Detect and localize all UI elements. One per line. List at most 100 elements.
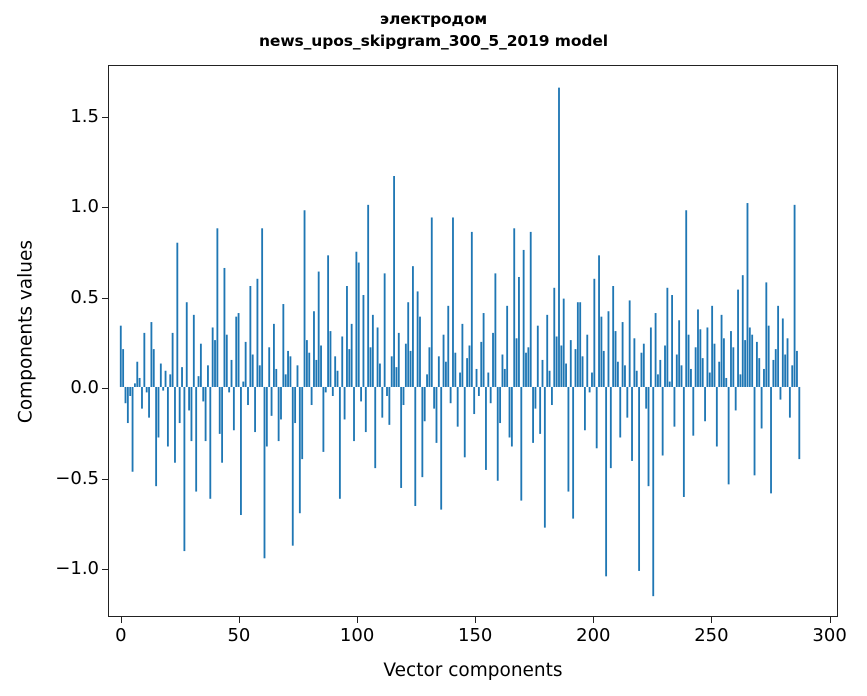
bar [548,370,551,387]
bar [442,334,445,387]
bar [666,287,669,387]
bar [237,313,240,387]
bar [428,347,431,387]
bar [334,356,337,387]
bar [155,386,158,487]
bar [353,386,355,442]
bar [515,338,518,387]
bar [313,311,315,387]
bar [675,354,678,387]
bar [298,386,301,514]
bar [402,386,405,406]
plot-axes: 1.5 1.0 0.5 0.0 −0.5 −1.0 0 50 100 150 200 250 300 [55,65,847,645]
bar [202,386,205,402]
bar [793,204,796,387]
bar [400,386,403,488]
bar-series [119,87,801,597]
bar [558,87,560,387]
bar [301,386,304,460]
bar [371,314,374,387]
bar [143,332,146,387]
bar [393,176,395,387]
bar [122,349,125,387]
bar [600,316,603,387]
bar [727,386,730,485]
bar [619,386,622,438]
y-tick-mark [102,116,109,118]
bar [494,273,497,387]
bar [704,386,706,422]
bar [225,334,228,387]
bar [572,386,575,519]
bar [166,386,169,447]
x-tick-label: 0 [115,625,127,646]
bar [659,359,662,387]
bar [734,386,737,411]
bar [164,370,167,387]
x-tick-label: 150 [458,625,493,646]
bar [645,386,648,409]
bar [661,386,664,456]
bar [148,386,150,418]
y-tick-mark [102,207,109,209]
bar [682,386,685,497]
bar [407,302,410,387]
y-tick-label: −0.5 [55,467,99,489]
bar [324,386,327,393]
bar [699,329,702,387]
bar [485,386,487,470]
bar [569,340,572,387]
bar [336,370,339,387]
bar [687,334,690,387]
bar [272,323,275,387]
bar [678,320,681,387]
bar [294,386,297,424]
bar [671,295,674,387]
bar [449,386,452,404]
bar [496,386,499,481]
bar [461,323,464,387]
y-tick-label: 0.5 [70,286,99,308]
bar [788,386,791,418]
bar [796,350,798,387]
bar [296,365,299,387]
bar [223,267,226,387]
bar [322,386,325,452]
bar [482,313,485,387]
bar [503,368,506,387]
y-tick-label: 1.5 [70,105,99,127]
bar [770,386,772,494]
bar [468,345,471,387]
bar [305,340,308,387]
bar [134,383,136,387]
bar [628,300,631,387]
bar [565,363,567,387]
bar [350,323,353,387]
x-tick-mark [593,616,595,623]
bar [360,386,363,402]
y-tick-label: 0.0 [70,377,99,399]
bar [680,365,683,387]
bar [289,356,292,387]
bar [508,386,511,438]
bar [355,251,358,387]
bar [136,361,139,387]
bar [119,325,122,387]
bar [633,338,636,387]
bar [251,354,254,387]
bar [697,309,699,387]
y-tick-mark [102,297,109,299]
bar [708,372,711,387]
y-tick-label: −1.0 [55,558,99,580]
bar [197,376,200,387]
x-tick-label: 300 [812,625,847,646]
bar [454,352,457,387]
bar [763,368,765,387]
bar [560,345,563,387]
bar [748,327,751,387]
bar [381,386,384,418]
bar [190,386,193,442]
bar [390,356,393,387]
bar [277,386,280,442]
bar [230,359,233,387]
